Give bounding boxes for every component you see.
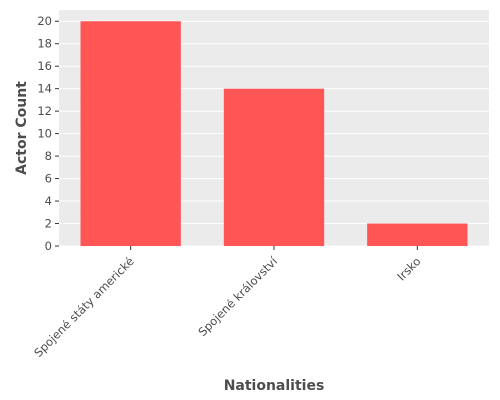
y-tick-label: 10 [37, 127, 52, 141]
x-tick-label: Spojené státy americké [31, 254, 137, 360]
x-axis-title: Nationalities [224, 378, 325, 394]
y-tick-label: 18 [37, 37, 52, 51]
x-tick-label: Spojené království [195, 254, 280, 339]
y-tick-label: 12 [37, 104, 52, 118]
y-tick-label: 6 [45, 172, 52, 186]
bar [80, 21, 181, 246]
y-tick-label: 16 [37, 59, 52, 73]
bar [367, 223, 468, 246]
x-tick-label: Irsko [394, 254, 423, 283]
y-axis-title: Actor Count [14, 81, 30, 175]
y-tick-label: 14 [37, 82, 52, 96]
bars [80, 21, 468, 247]
y-tick-label: 4 [45, 194, 52, 208]
bar [223, 88, 325, 247]
y-tick-label: 8 [45, 149, 52, 163]
y-axis-ticks: 0 2 4 6 8 10 12 14 16 18 20 [37, 14, 59, 253]
y-tick-label: 20 [37, 14, 52, 28]
y-tick-label: 2 [45, 217, 52, 231]
x-axis-ticks: Spojené státy americké Spojené království… [31, 246, 423, 360]
y-tick-label: 0 [45, 239, 52, 253]
